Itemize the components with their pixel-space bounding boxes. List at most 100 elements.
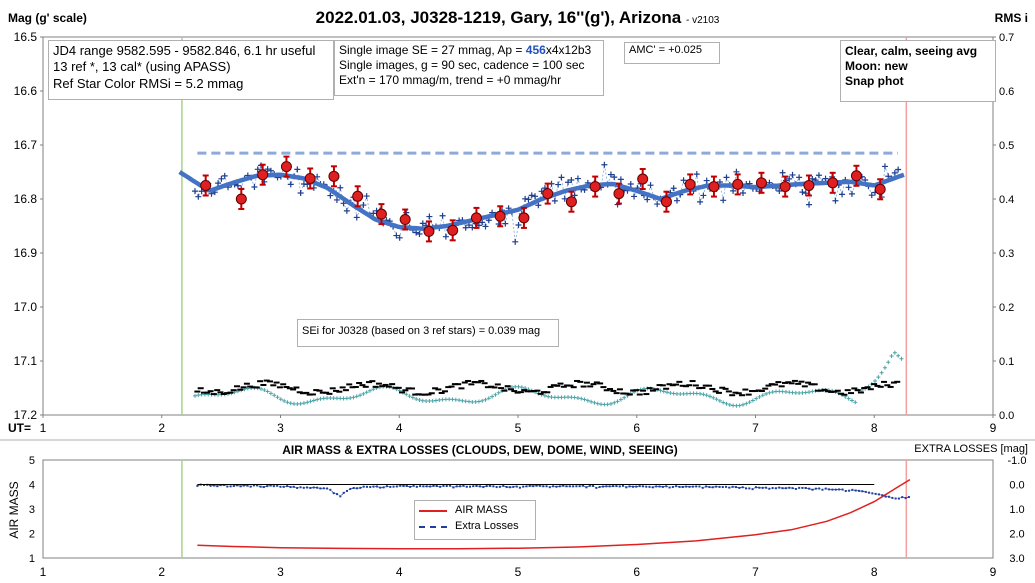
- extra-loss-point: [242, 484, 245, 487]
- measurement-point: [502, 220, 509, 227]
- y-tick-label-left: 16.8: [14, 192, 38, 206]
- legend-airmass-label: AIR MASS: [455, 504, 508, 517]
- x-tick-label-top: 2: [158, 421, 165, 435]
- rms-point: [717, 398, 722, 403]
- rms-point: [704, 393, 709, 398]
- y-tick-label-left: 17.0: [14, 300, 38, 314]
- y-tick-label-right: 0.3: [999, 248, 1014, 260]
- rms-point: [810, 389, 815, 394]
- rms-point: [585, 398, 590, 403]
- binned-mean-point: [732, 178, 744, 190]
- info-ext-line: Ext'n = 170 mmag/m, trend = +0 mmag/hr: [339, 73, 562, 87]
- rms-point: [592, 400, 597, 405]
- binned-mean-point: [423, 225, 435, 237]
- rms-point: [288, 401, 293, 406]
- extra-loss-point: [884, 495, 887, 498]
- chart-title-suffix: - v2103: [685, 15, 720, 26]
- rms-point: [579, 396, 584, 401]
- extra-loss-point: [608, 485, 611, 488]
- bottom-y-tick-label-right: 1.0: [1009, 504, 1024, 516]
- bottom-x-tick-label: 1: [40, 565, 47, 579]
- x-axis-label: UT=: [8, 421, 31, 435]
- rms-point: [724, 401, 729, 406]
- extra-loss-point: [881, 494, 884, 497]
- info-range-line: JD4 range 9582.595 - 9582.846, 6.1 hr us…: [53, 43, 316, 58]
- binned-mean-point: [874, 183, 886, 195]
- binned-mean-point: [827, 177, 839, 189]
- rms-point: [282, 398, 287, 403]
- rms-point: [658, 388, 663, 393]
- binned-mean-point: [708, 181, 720, 193]
- measurement-point: [703, 177, 710, 184]
- rms-point: [727, 402, 732, 407]
- measurement-point: [868, 192, 875, 199]
- extra-loss-point: [658, 485, 661, 488]
- extra-loss-point: [705, 485, 708, 488]
- info-box-range: JD4 range 9582.595 - 9582.846, 6.1 hr us…: [48, 40, 334, 100]
- bottom-x-tick-label: 2: [158, 565, 165, 579]
- measurement-point: [363, 193, 370, 200]
- rms-point: [618, 397, 623, 402]
- rms-point: [285, 400, 290, 405]
- measurement-point: [333, 196, 340, 203]
- bottom-y-tick-label-left: 1: [29, 553, 35, 565]
- rms-point: [371, 387, 376, 392]
- extra-loss-point: [735, 486, 738, 489]
- extra-loss-point: [485, 485, 488, 488]
- extra-loss-point: [512, 485, 515, 488]
- rms-point: [747, 400, 752, 405]
- bottom-y-axis-label: AIR MASS: [7, 481, 21, 538]
- extra-loss-point: [332, 492, 335, 495]
- extra-loss-point: [355, 487, 358, 490]
- measurement-point: [195, 193, 202, 200]
- rms-point: [892, 350, 897, 355]
- measurement-point: [806, 201, 813, 208]
- measurement-point: [462, 224, 469, 231]
- x-tick-label-top: 6: [633, 421, 640, 435]
- measurement-point: [723, 174, 730, 181]
- extra-loss-point: [432, 484, 435, 487]
- extra-loss-point: [429, 485, 432, 488]
- measurement-point: [396, 234, 403, 241]
- bottom-plot-frame: [42, 459, 994, 559]
- rms-point: [262, 388, 267, 393]
- rms-point: [265, 389, 270, 394]
- extra-losses-axis-header: EXTRA LOSSES [mag]: [914, 443, 1028, 455]
- measurement-point: [234, 182, 241, 189]
- rms-point: [542, 393, 547, 398]
- measurement-point: [267, 167, 274, 174]
- extra-loss-point: [409, 485, 412, 488]
- extra-loss-point: [532, 485, 535, 488]
- bottom-y-tick-label-left: 4: [29, 480, 35, 492]
- rms-point: [737, 403, 742, 408]
- y-tick-label-left: 16.7: [14, 138, 38, 152]
- measurement-point: [796, 174, 803, 181]
- info-ap-suffix: x4x12b3: [545, 43, 592, 57]
- extra-loss-point: [482, 486, 485, 489]
- extra-loss-point: [219, 484, 222, 487]
- measurement-point: [832, 197, 839, 204]
- rms-point: [807, 390, 812, 395]
- bottom-y-tick-label-left: 2: [29, 529, 35, 541]
- binned-mean-point: [565, 196, 577, 208]
- extra-loss-point: [266, 485, 269, 488]
- extra-loss-point: [661, 485, 664, 488]
- extra-loss-point: [316, 486, 319, 489]
- bottom-y-tick-label-right: 2.0: [1009, 529, 1024, 541]
- rms-point: [404, 392, 409, 397]
- measurement-point: [442, 233, 449, 240]
- bottom-x-tick-label: 5: [515, 565, 522, 579]
- rms-point: [519, 385, 524, 390]
- measurement-point: [700, 192, 707, 199]
- legend-box: AIR MASS Extra Losses: [414, 500, 536, 540]
- measurement-point: [555, 181, 562, 188]
- extra-loss-point: [479, 485, 481, 488]
- measurement-point: [218, 175, 225, 182]
- extra-loss-point: [402, 485, 405, 488]
- rms-point: [268, 391, 273, 396]
- extra-loss-point: [558, 485, 561, 488]
- info-ap-value: 456: [525, 43, 546, 57]
- extra-losses-line: [197, 484, 910, 500]
- bottom-y-tick-label-left: 5: [29, 455, 35, 467]
- rms-point: [605, 402, 610, 407]
